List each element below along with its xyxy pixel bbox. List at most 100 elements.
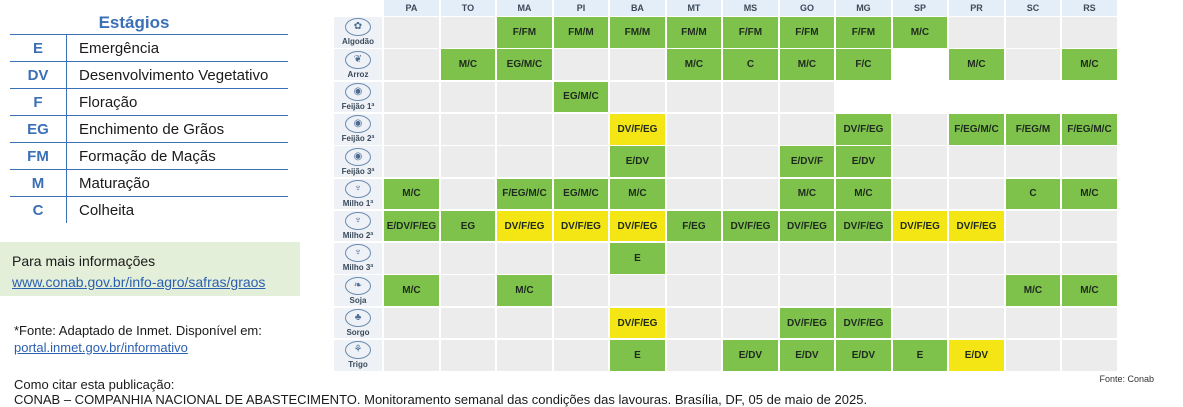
- state-header-rs: RS: [1062, 0, 1117, 16]
- stage-cell: [384, 340, 439, 371]
- stage-cell: F/FM: [723, 17, 778, 48]
- stage-cell: [779, 113, 835, 145]
- crop-name: Feijão 1ª: [341, 101, 375, 111]
- crop-label: ❦ Arroz: [334, 49, 382, 80]
- stage-cell: DV/F/EG: [836, 113, 891, 145]
- corn-icon: ♆: [345, 179, 371, 198]
- stage-cell: [384, 49, 439, 80]
- state-header-ba: BA: [610, 0, 665, 16]
- citation-label: Como citar esta publicação:: [14, 377, 175, 392]
- stage-cell: [553, 49, 609, 80]
- stage-cell: [440, 146, 496, 177]
- legend-code: M: [31, 174, 45, 192]
- stage-cell: [949, 275, 1004, 307]
- stage-cell: F/FM: [836, 17, 891, 48]
- crop-label: ◉ Feijão 2ª: [334, 113, 382, 145]
- stage-cell: M/C: [384, 178, 439, 210]
- stage-cell: E/DV: [836, 340, 891, 371]
- source-note: *Fonte: Adaptado de Inmet. Disponível em…: [14, 323, 262, 338]
- crop-label: ♆ Milho 1ª: [334, 178, 382, 210]
- crop-label: ⚘ Trigo: [334, 340, 382, 371]
- stage-cell: [497, 113, 552, 145]
- legend-label: Maturação: [66, 170, 288, 196]
- stage-cell: DV/F/EG: [779, 307, 835, 339]
- legend-label: Emergência: [66, 35, 288, 61]
- stage-cell: DV/F/EG: [610, 210, 665, 242]
- stage-cell: E: [610, 340, 665, 371]
- more-info-title: Para mais informações: [12, 253, 156, 269]
- stage-cell: [497, 243, 552, 274]
- state-header-sp: SP: [892, 0, 948, 16]
- stage-cell: F/FM: [497, 17, 552, 48]
- stage-cell: [384, 81, 439, 113]
- stage-cell: E/DV: [949, 340, 1004, 371]
- stage-cell: F/EG/M/C: [497, 178, 552, 210]
- stage-cell: [892, 243, 948, 274]
- stage-cell: [497, 340, 552, 371]
- stage-cell: [666, 178, 722, 210]
- stage-cell: E/DV: [779, 340, 835, 371]
- stages-legend: Estágios E Emergência DV Desenvolvimento Ve…: [10, 12, 288, 223]
- stage-cell: DV/F/EG: [836, 307, 891, 339]
- stage-cell: M/C: [949, 49, 1004, 80]
- stage-cell: FM/M: [666, 17, 722, 48]
- stage-cell: [440, 178, 496, 210]
- stage-cell: [440, 275, 496, 307]
- legend-label: Enchimento de Grãos: [66, 116, 288, 142]
- stage-cell: [384, 307, 439, 339]
- stage-cell: EG: [440, 210, 496, 242]
- stage-cell: [949, 307, 1004, 339]
- stage-cell: [723, 178, 778, 210]
- stage-cell: [553, 307, 609, 339]
- legend-code: C: [32, 201, 44, 219]
- stage-cell: E/DV/F: [779, 146, 835, 177]
- crop-label: ◉ Feijão 3ª: [334, 146, 382, 177]
- stage-cell: [723, 113, 778, 145]
- stage-cell: [440, 243, 496, 274]
- stage-cell: [723, 81, 778, 113]
- stage-cell: [1062, 81, 1117, 113]
- stage-cell: [779, 275, 835, 307]
- state-header-mg: MG: [836, 0, 891, 16]
- stage-cell: [384, 146, 439, 177]
- more-info-box: Para mais informações www.conab.gov.br/i…: [0, 242, 300, 296]
- source-link[interactable]: portal.inmet.gov.br/informativo: [14, 340, 188, 355]
- stage-cell: [384, 17, 439, 48]
- crop-name: Sorgo: [346, 328, 370, 338]
- stage-cell: [384, 243, 439, 274]
- legend-label: Floração: [66, 89, 288, 115]
- stage-cell: E/DV/F/EG: [384, 210, 439, 242]
- bean-icon: ◉: [345, 147, 371, 166]
- stage-cell: [553, 275, 609, 307]
- crop-name: Feijão 3ª: [341, 166, 375, 176]
- stage-cell: M/C: [779, 178, 835, 210]
- sorghum-icon: ♣: [345, 309, 371, 328]
- stage-cell: M/C: [836, 178, 891, 210]
- stage-cell: E/DV: [836, 146, 891, 177]
- stage-cell: [610, 275, 665, 307]
- stage-cell: DV/F/EG: [949, 210, 1004, 242]
- stage-cell: EG/M/C: [553, 178, 609, 210]
- stage-cell: [892, 307, 948, 339]
- stage-cell: EG/M/C: [497, 49, 552, 80]
- stage-cell: [1005, 340, 1061, 371]
- stage-cell: [497, 81, 552, 113]
- stage-cell: DV/F/EG: [610, 113, 665, 145]
- stage-cell: DV/F/EG: [553, 210, 609, 242]
- stage-cell: F/EG/M/C: [1062, 113, 1117, 145]
- stage-cell: [723, 275, 778, 307]
- legend-item: F Floração: [10, 89, 288, 116]
- stage-cell: [723, 243, 778, 274]
- stage-cell: [892, 146, 948, 177]
- stage-cell: M/C: [779, 49, 835, 80]
- more-info-link[interactable]: www.conab.gov.br/info-agro/safras/graos: [12, 274, 266, 290]
- crop-label: ◉ Feijão 1ª: [334, 81, 382, 113]
- stage-cell: [1005, 146, 1061, 177]
- source-credit: Fonte: Conab: [1099, 374, 1154, 384]
- stage-cell: [1005, 17, 1061, 48]
- stage-cell: DV/F/EG: [497, 210, 552, 242]
- stage-cell: [1062, 340, 1117, 371]
- stage-cell: M/C: [666, 49, 722, 80]
- stage-cell: DV/F/EG: [779, 210, 835, 242]
- stage-cell: [666, 307, 722, 339]
